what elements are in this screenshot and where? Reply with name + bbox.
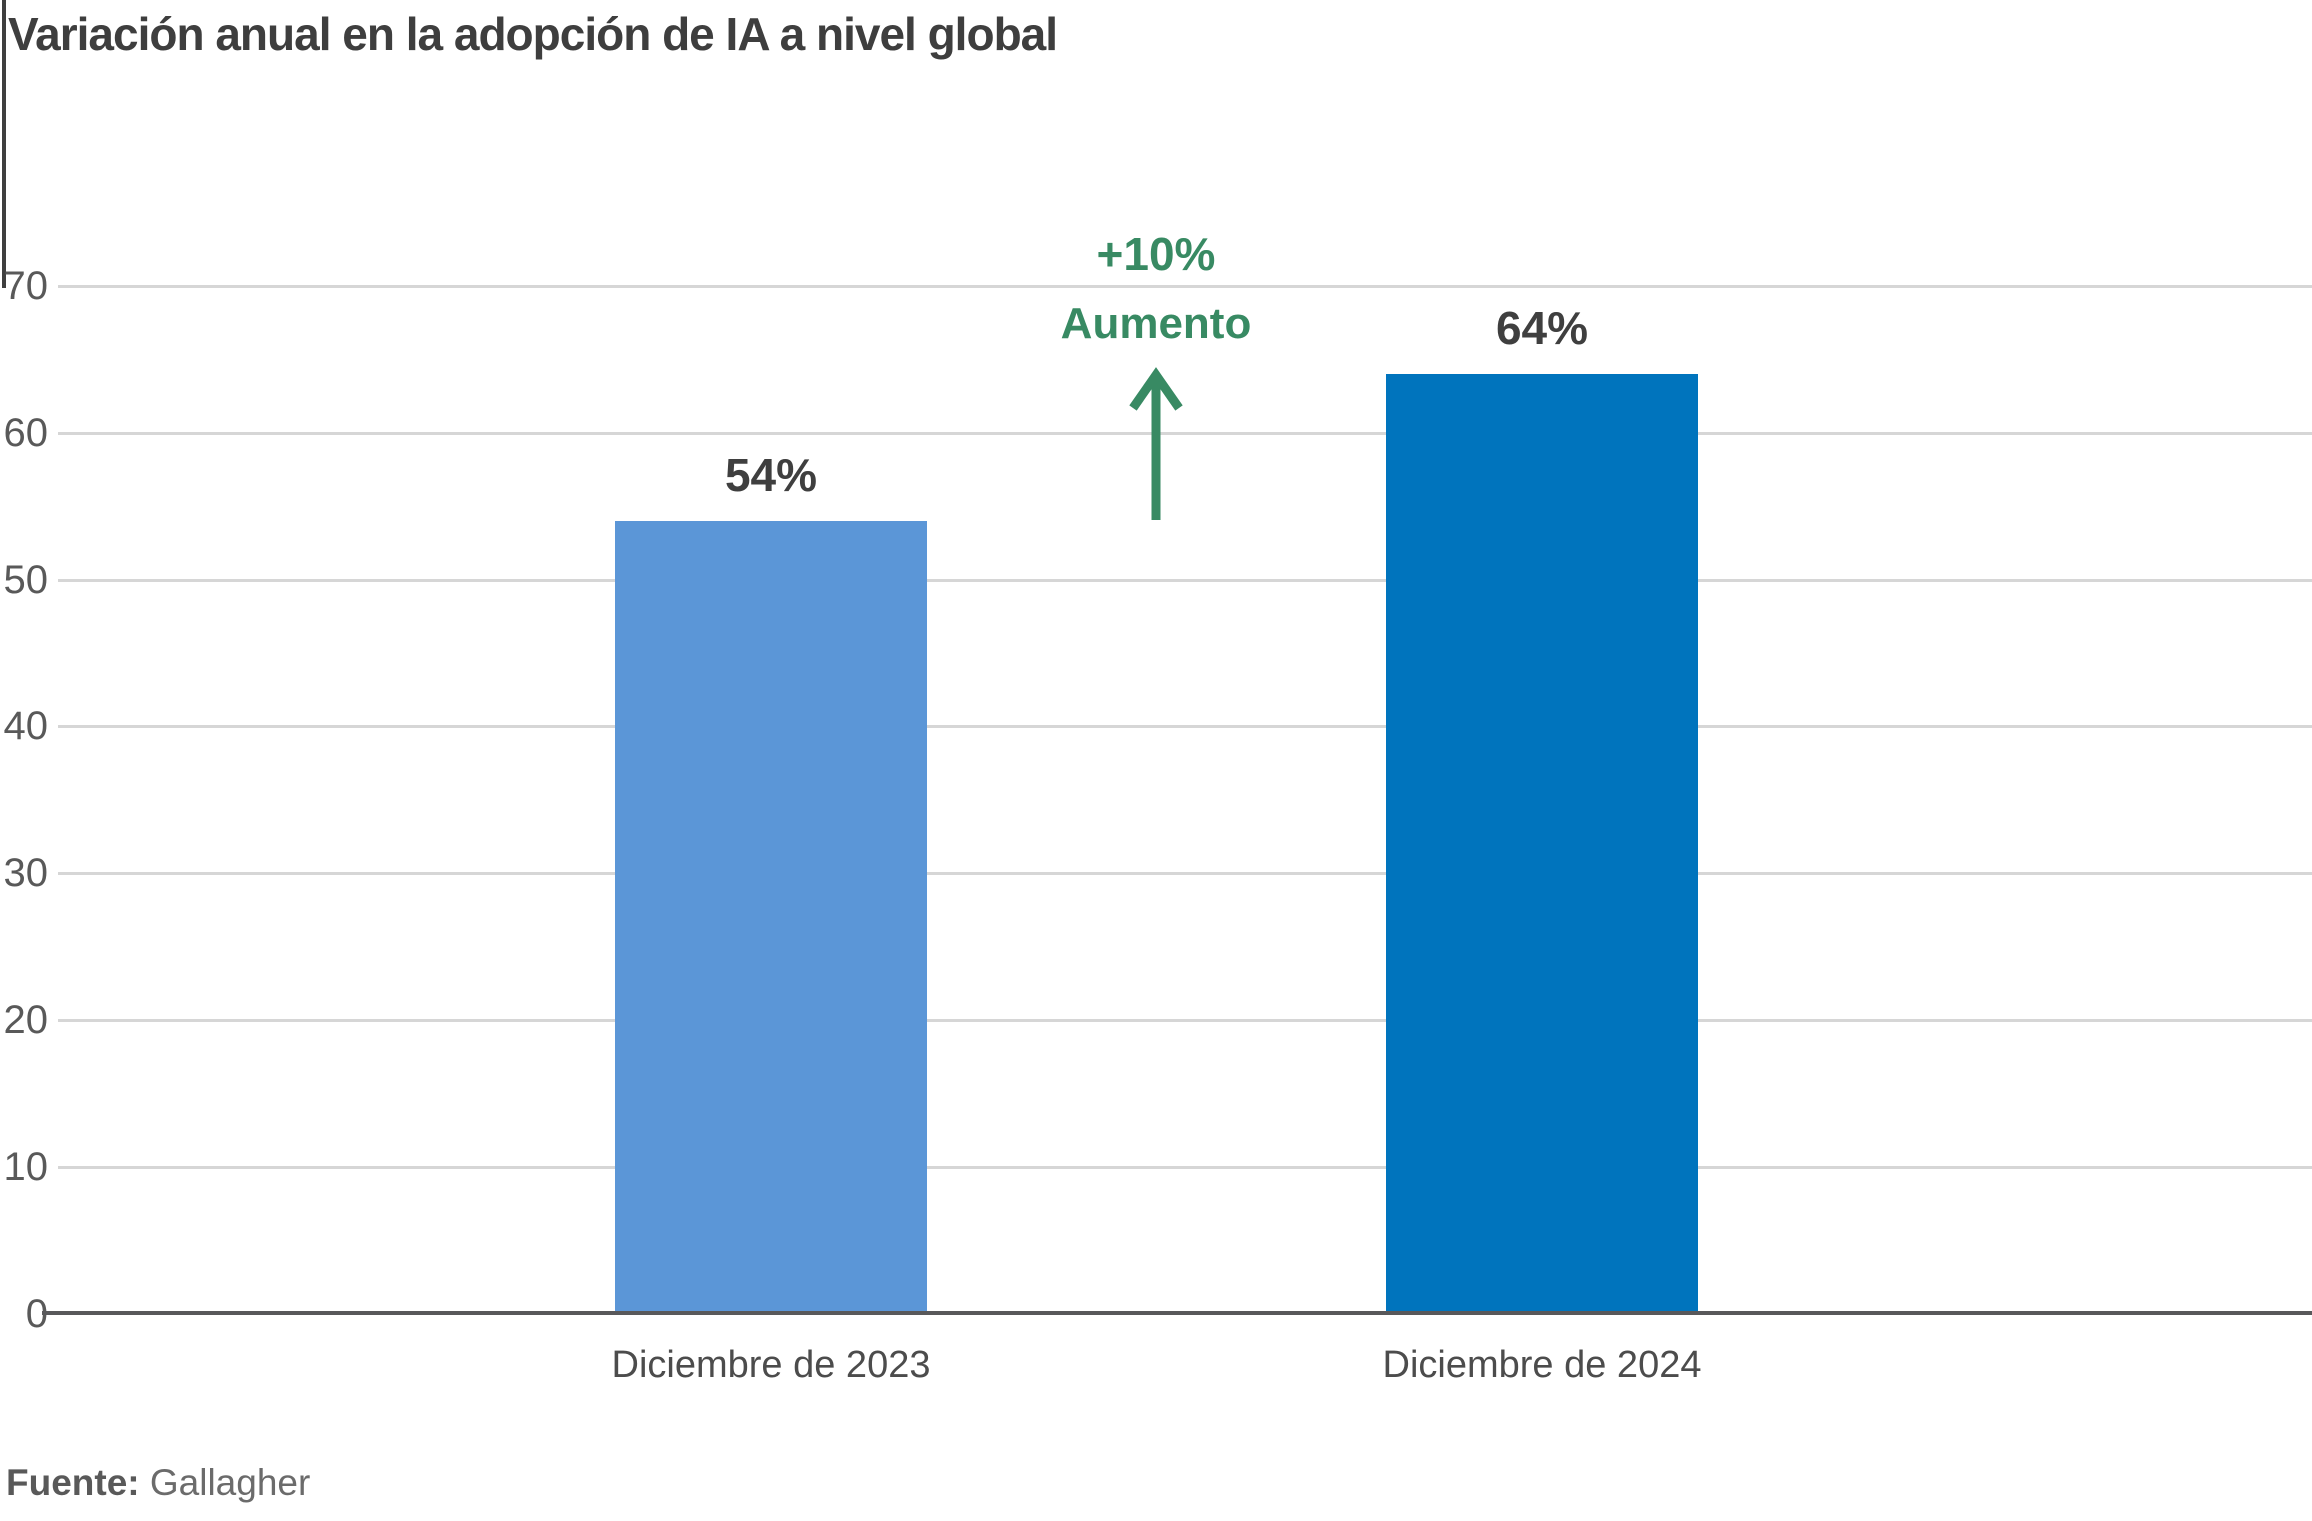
gridline-60	[58, 432, 2312, 435]
value-label-2023: 54%	[724, 449, 818, 501]
gridline-20	[58, 1019, 2312, 1022]
source-note: Fuente: Gallagher	[6, 1458, 310, 1508]
gridline-30	[58, 872, 2312, 875]
value-label-2024: 64%	[1495, 302, 1589, 354]
gridline-70	[58, 285, 2312, 288]
x-tick-label-2024: Diciembre de 2024	[1382, 1344, 1702, 1386]
x-tick-label-2023: Diciembre de 2023	[611, 1344, 931, 1386]
y-tick-label-30: 30	[3, 851, 49, 895]
y-tick-label-20: 20	[3, 998, 49, 1042]
y-tick-label-10: 10	[3, 1145, 49, 1189]
bar-diciembre-2023	[615, 521, 927, 1312]
title-accent-line	[2, 0, 6, 288]
x-axis-line	[42, 1311, 2312, 1315]
y-tick-label-40: 40	[3, 704, 49, 748]
source-value: Gallagher	[139, 1462, 311, 1503]
gridline-40	[58, 725, 2312, 728]
up-arrow-icon	[1129, 367, 1183, 520]
gridline-10	[58, 1166, 2312, 1169]
chart-title: Variación anual en la adopción de IA a n…	[8, 8, 1058, 60]
y-tick-label-60: 60	[3, 411, 49, 455]
annotation-delta-text: +10%	[1096, 228, 1216, 280]
gridline-50	[58, 579, 2312, 582]
annotation-word-text: Aumento	[1060, 299, 1252, 348]
y-tick-label-70: 70	[3, 264, 49, 308]
y-tick-label-0: 0	[25, 1292, 48, 1336]
bar-diciembre-2024	[1386, 374, 1698, 1312]
y-tick-label-50: 50	[3, 558, 49, 602]
source-label: Fuente:	[6, 1462, 140, 1503]
